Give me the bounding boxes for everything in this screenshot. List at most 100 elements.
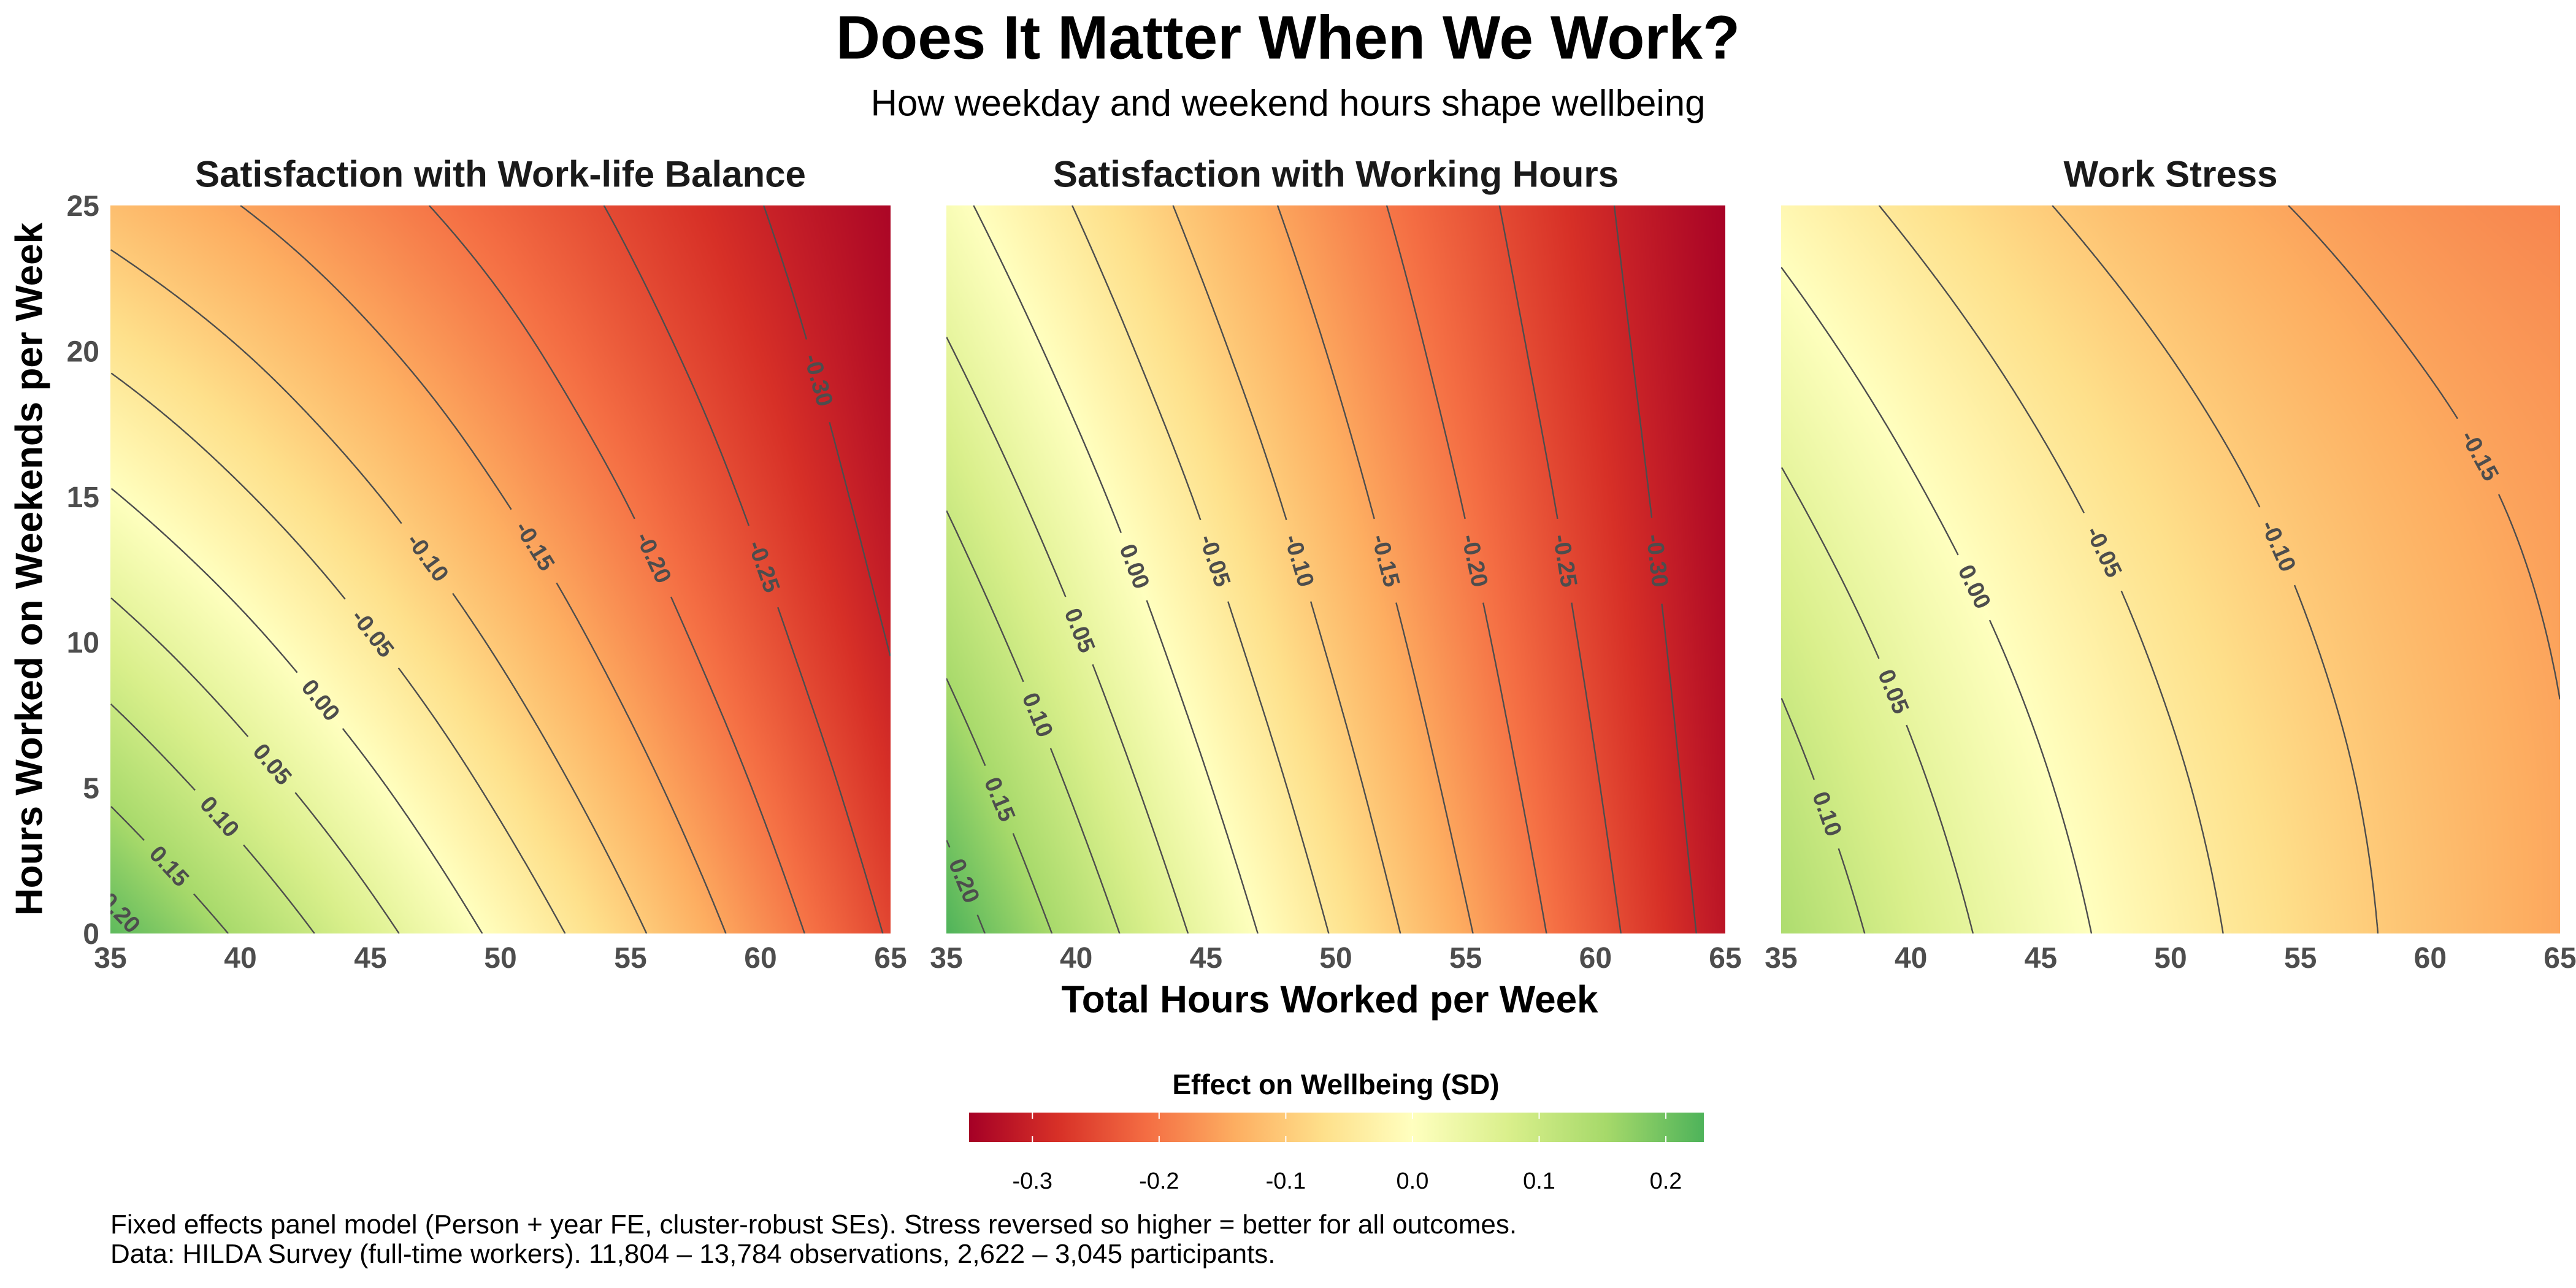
x-tick-label: 50 [1319,942,1352,975]
contour-line-0.10 [243,844,315,933]
contour-label: 0.20 [943,855,984,907]
colorbar [969,1113,1704,1142]
contour-line-0.15 [1012,833,1053,933]
heatmap-working-hours [946,205,1725,933]
contour-line-0.20 [946,840,951,848]
contour-line--0.30 [1613,205,1653,518]
x-tick-label: 45 [2025,942,2057,975]
contour-label: -0.15 [1367,532,1405,589]
contour-label: 0.15 [144,841,194,892]
x-tick-label: 60 [744,942,776,975]
contour-line--0.25 [1571,602,1622,933]
contours-panel-1: 0.200.150.100.05 0.00-0.05-0.10 -0.15 -0.20… [95,205,891,938]
contour-label: -0.10 [2255,516,2301,575]
contour-line-0.10 [1049,748,1121,933]
contour-label: -0.15 [510,517,559,576]
caption-line-2: Data: HILDA Survey (full-time workers). … [110,1239,1276,1269]
contour-line--0.20 [670,596,805,933]
panel-title-worklife: Satisfaction with Work-life Balance [195,153,806,195]
contour-line-0.20 [976,914,986,933]
contour-label: 0.05 [1059,605,1100,656]
contour-line-0.05 [1781,467,1880,659]
contour-label: 0.00 [296,675,345,726]
x-tick-label: 50 [2154,942,2187,975]
contour-line-0.05 [294,792,400,933]
panel-title-working-hours: Satisfaction with Working Hours [1052,153,1619,195]
contour-line--0.30 [829,421,891,657]
contour-label: -0.10 [1279,532,1319,590]
contour-line--0.15 [240,205,512,510]
contour-line--0.15 [2497,494,2560,700]
contour-line--0.30 [1661,604,1697,933]
axis-ticks: 35 40 45 50 55 60 65 0 5 10 15 20 25 35 40 45 50 55 60 65 35… [67,190,2576,975]
contour-line-0.05 [1906,724,1974,933]
contour-line--0.10 [1172,205,1287,521]
contour-line-0.15 [946,678,986,766]
chart-subtitle: How weekday and weekend hours shape well… [870,82,1706,124]
contour-line--0.10 [110,249,402,524]
legend-tick-label: -0.1 [1266,1168,1306,1194]
contour-line-0.00 [110,488,298,673]
y-axis-title: Hours Worked on Weekends per Week [8,222,51,916]
contour-label: -0.10 [401,529,453,587]
contour-layer: 0.200.150.100.050.00-0.05-0.10 -0.15 -0.20… [95,205,2560,938]
contours-panel-3: 0.10 0.05 0.00 -0.05 -0.10 -0.15 [1781,205,2560,933]
legend-title: Effect on Wellbeing (SD) [1172,1068,1500,1100]
x-tick-label: 55 [2284,942,2317,975]
contour-line-0.15 [193,893,229,933]
contour-line--0.30 [762,205,808,340]
legend-tick-label: -0.2 [1139,1168,1179,1194]
x-tick-label: 45 [354,942,386,975]
legend-tick-label: 0.2 [1650,1168,1682,1194]
y-tick-label: 0 [83,918,99,951]
contour-label: 0.10 [1807,788,1846,840]
x-tick-label: 40 [1895,942,1927,975]
contour-line-0.10 [110,703,196,791]
contour-line--0.15 [556,582,727,933]
contour-label: 0.05 [1873,666,1914,718]
chart-title: Does It Matter When We Work? [835,3,1741,72]
contour-label: -0.20 [1456,532,1492,589]
contour-label: 0.10 [1017,689,1058,741]
contour-line-0.00 [1146,600,1259,933]
color-legend: -0.3 -0.2 -0.1 0.0 0.1 0.2 [969,1113,1704,1194]
y-tick-label: 15 [67,481,99,514]
contour-line-0.00 [1781,266,1959,556]
contour-line--0.05 [110,372,346,600]
y-tick-label: 25 [67,190,99,223]
contour-line--0.25 [603,205,750,526]
contour-line-0.15 [110,806,145,841]
contour-line--0.15 [1395,602,1474,933]
contour-label: -0.20 [631,528,677,587]
contour-label: -0.25 [1547,532,1582,589]
x-tick-label: 35 [930,942,962,975]
contour-label: 0.20 [95,888,145,938]
x-tick-label: 40 [224,942,256,975]
contour-line-0.00 [973,205,1122,534]
contour-line-0.05 [110,597,249,737]
contour-line--0.15 [1276,205,1375,519]
x-tick-label: 40 [1060,942,1092,975]
contour-line--0.10 [2293,585,2379,933]
contour-line-0.10 [1781,697,1815,780]
contour-line-0.05 [1092,664,1189,933]
x-tick-label: 65 [1709,942,1741,975]
contour-label: -0.25 [743,537,785,596]
contour-line--0.20 [1482,602,1547,933]
contour-label: -0.05 [1194,532,1235,590]
contour-label: -0.30 [799,351,838,410]
contour-line-0.00 [1988,619,2093,933]
contour-line--0.05 [397,667,566,933]
x-axis-title: Total Hours Worked per Week [1061,978,1598,1021]
x-tick-label: 35 [1765,942,1797,975]
contour-line--0.05 [2120,591,2224,933]
heatmap-work-stress [1781,205,2560,933]
contour-line--0.20 [428,205,635,519]
contour-line--0.10 [2052,205,2261,508]
x-tick-label: 55 [614,942,646,975]
x-tick-label: 35 [94,942,126,975]
y-tick-label: 10 [67,627,99,659]
contour-line--0.05 [1227,601,1330,933]
contour-line-0.05 [946,337,1067,597]
